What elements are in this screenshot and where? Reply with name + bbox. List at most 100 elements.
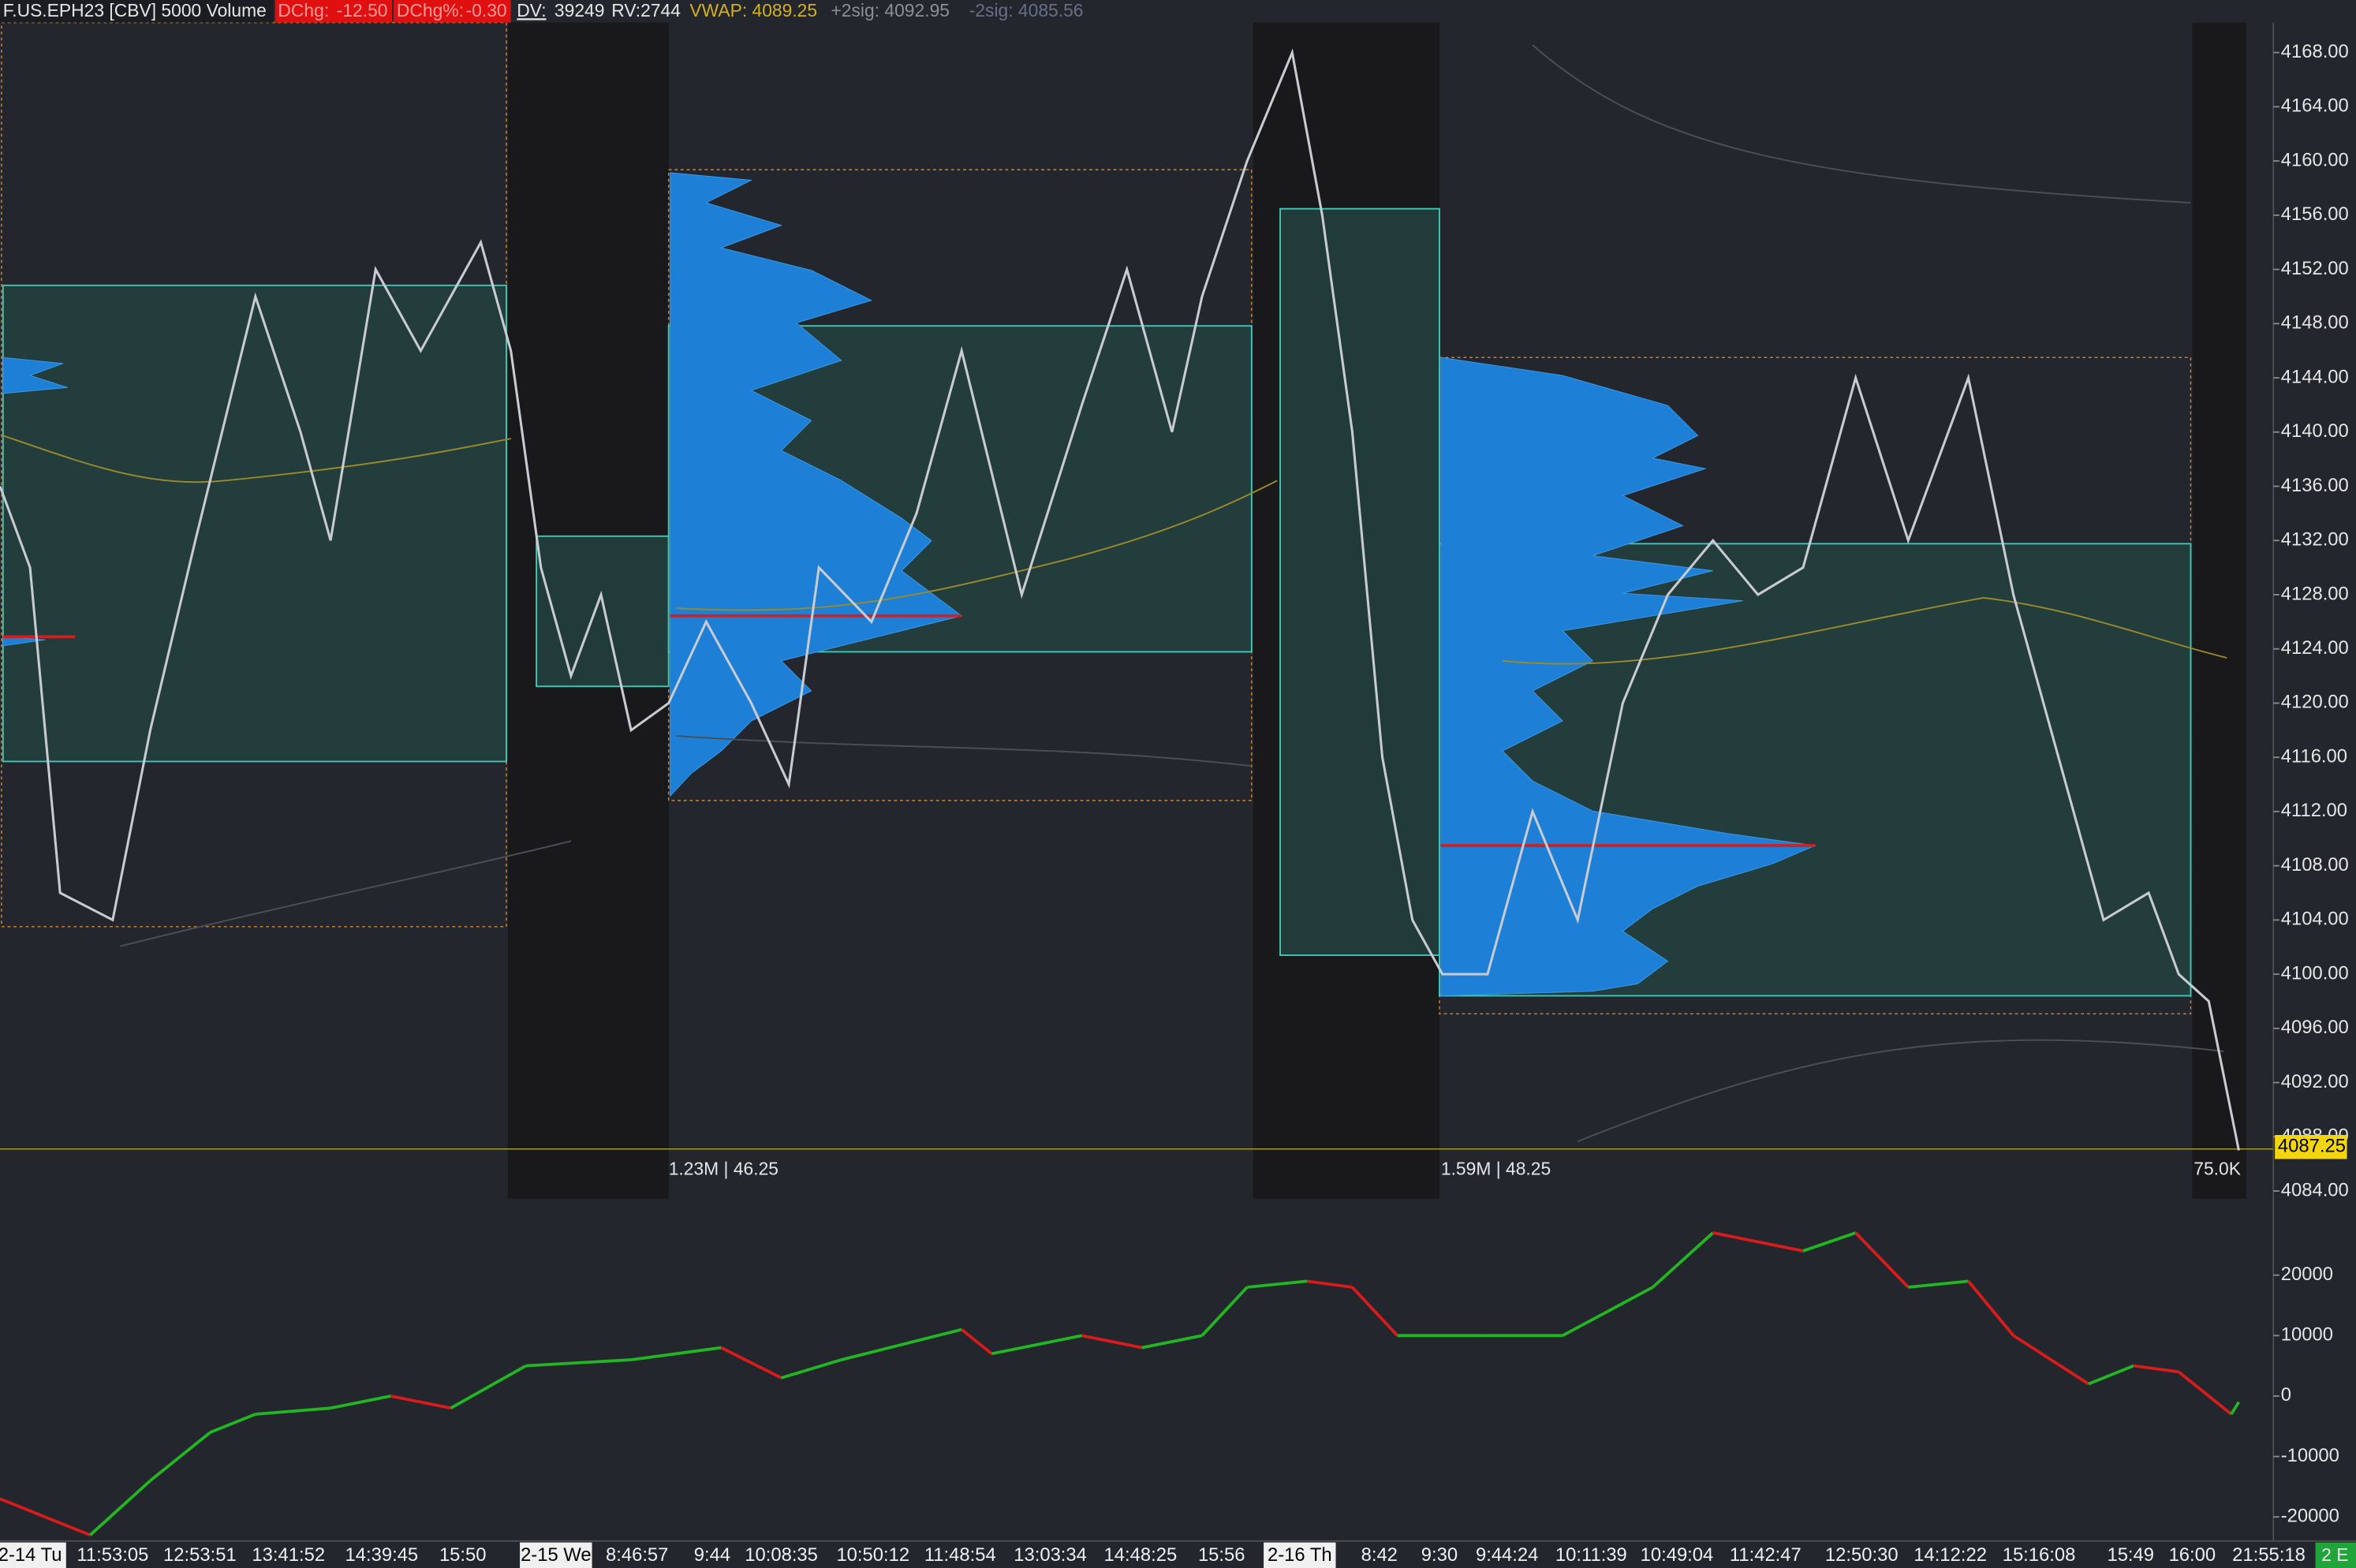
- delta-segment: [149, 1431, 211, 1482]
- price-tick-label: 4104.00: [2281, 909, 2349, 930]
- header-bg: [0, 0, 274, 23]
- delta-segment: [720, 1346, 782, 1379]
- day-marker-bg: [520, 1542, 592, 1568]
- price-tick-label: 4164.00: [2281, 95, 2349, 117]
- price-tick-label: 4140.00: [2281, 420, 2349, 442]
- delta-segment: [781, 1358, 842, 1379]
- delta-segment: [44, 1515, 91, 1537]
- time-tick-label: 10:08:35: [745, 1544, 818, 1566]
- delta-segment: [991, 1334, 1082, 1356]
- delta-segment: [1802, 1231, 1857, 1253]
- range-box: [1439, 357, 2192, 1015]
- price-tick-label: 4168.00: [2281, 41, 2349, 62]
- time-tick-label: 16:00: [2169, 1544, 2216, 1566]
- delta-segment: [255, 1406, 331, 1416]
- delta-segment: [1246, 1279, 1308, 1289]
- dchg-bg: [274, 0, 393, 23]
- delta-segment: [1562, 1286, 1654, 1338]
- time-tick-label: 11:48:54: [924, 1544, 996, 1566]
- dchg: -12.50: [337, 0, 388, 21]
- delta-segment: [450, 1364, 527, 1409]
- delta-segment: [0, 1497, 46, 1519]
- price-tick-label: 4132.00: [2281, 529, 2349, 551]
- volume-profile: [670, 172, 963, 797]
- plus-2sig: +2sig: 4092.95: [831, 0, 950, 21]
- time-tick-label: 2-16 Th: [1268, 1544, 1332, 1566]
- delta-segment: [330, 1394, 391, 1410]
- delta-tick-label: 0: [2281, 1384, 2291, 1406]
- price-tick-label: 4124.00: [2281, 637, 2349, 659]
- day-marker-bg: [0, 1542, 66, 1568]
- status-badge-bg: [2315, 1542, 2356, 1568]
- delta-segment: [841, 1327, 962, 1361]
- time-tick-label: 15:49: [2107, 1544, 2154, 1566]
- price-tick-label: 4112.00: [2281, 800, 2347, 821]
- price-tick-label: 4116.00: [2281, 745, 2347, 767]
- last-price-label: 4087.25: [2278, 1135, 2346, 1156]
- delta-segment: [1967, 1280, 2015, 1337]
- time-tick-label: 9:44:24: [1476, 1544, 1538, 1566]
- time-tick-label: 11:42:47: [1730, 1544, 1802, 1566]
- time-tick-label: 14:12:22: [1914, 1544, 1987, 1566]
- value-area: [2, 284, 507, 763]
- delta-segment: [2178, 1370, 2233, 1416]
- header: F.US.EPH23 [CBV] 5000 Volume DChg: -12.5…: [3, 0, 1084, 21]
- status-badge: 2 E: [2321, 1544, 2348, 1565]
- time-tick-label: 10:50:12: [836, 1544, 909, 1566]
- value-area: [1279, 207, 1440, 957]
- time-tick-label: 11:53:05: [77, 1544, 148, 1566]
- delta-tick-label: 10000: [2281, 1324, 2333, 1346]
- delta-segment: [1081, 1334, 1143, 1350]
- time-tick-label: 8:46:57: [606, 1544, 668, 1566]
- dchg-pct-label: DChg%:: [397, 0, 464, 21]
- price-tick-label: 4152.00: [2281, 258, 2349, 279]
- time-tick-label: 12:53:51: [163, 1544, 237, 1566]
- delta-tick-label: 20000: [2281, 1264, 2333, 1285]
- day-marker-bg: [1264, 1542, 1336, 1568]
- dv-label: DV:: [517, 0, 546, 21]
- session-shade: [2192, 22, 2246, 1199]
- delta-segment: [2088, 1364, 2134, 1386]
- price-tick-label: 4144.00: [2281, 366, 2349, 387]
- delta-tick-label: -20000: [2281, 1506, 2339, 1527]
- time-tick-label: 10:11:39: [1555, 1544, 1627, 1566]
- delta-segment: [89, 1479, 151, 1536]
- time-tick-label: 15:56: [1198, 1544, 1245, 1566]
- delta-segment: [525, 1358, 632, 1368]
- delta-segment: [390, 1394, 451, 1410]
- time-tick-label: 9:44: [694, 1544, 730, 1566]
- minus-2sig: -2sig: 4085.56: [969, 0, 1084, 21]
- rv: RV:2744: [611, 0, 681, 21]
- delta-segment: [1141, 1334, 1203, 1350]
- delta-segment: [1307, 1279, 1353, 1289]
- time-tick-label: 2-15 We: [521, 1544, 592, 1566]
- delta-segment: [1908, 1279, 1969, 1289]
- price-tick-label: 4120.00: [2281, 692, 2349, 713]
- delta-segment: [1351, 1286, 1399, 1337]
- delta-segment: [630, 1346, 722, 1361]
- dchg-pct: -0.30: [466, 0, 507, 21]
- time-tick-label: 14:48:25: [1104, 1544, 1178, 1566]
- price-tick-label: 4108.00: [2281, 854, 2349, 875]
- time-tick-label: 9:30: [1421, 1544, 1458, 1566]
- time-tick-label: 14:39:45: [345, 1544, 419, 1566]
- time-tick-label: 8:42: [1361, 1544, 1398, 1566]
- time-tick-label: 13:03:34: [1014, 1544, 1087, 1566]
- price-tick-label: 4092.00: [2281, 1071, 2349, 1092]
- time-tick-label: 10:49:04: [1641, 1544, 1714, 1566]
- price-tick-label: 4160.00: [2281, 149, 2349, 170]
- volume-profile: [1440, 357, 1816, 996]
- delta-tick-label: -10000: [2281, 1445, 2339, 1466]
- profile-label: 1.59M | 48.25: [1441, 1158, 1551, 1178]
- dv: 39249: [554, 0, 605, 21]
- delta-segment: [1200, 1286, 1249, 1337]
- price-line: [0, 48, 2240, 1151]
- last-price-badge: [2275, 1134, 2347, 1159]
- time-tick-label: 15:50: [439, 1544, 487, 1566]
- time-tick-label: 12:50:30: [1825, 1544, 1899, 1566]
- delta-segment: [209, 1413, 256, 1434]
- price-tick-label: 4156.00: [2281, 203, 2349, 225]
- vwap-line: [2, 435, 2227, 665]
- dchg-pct-bg: [394, 0, 511, 23]
